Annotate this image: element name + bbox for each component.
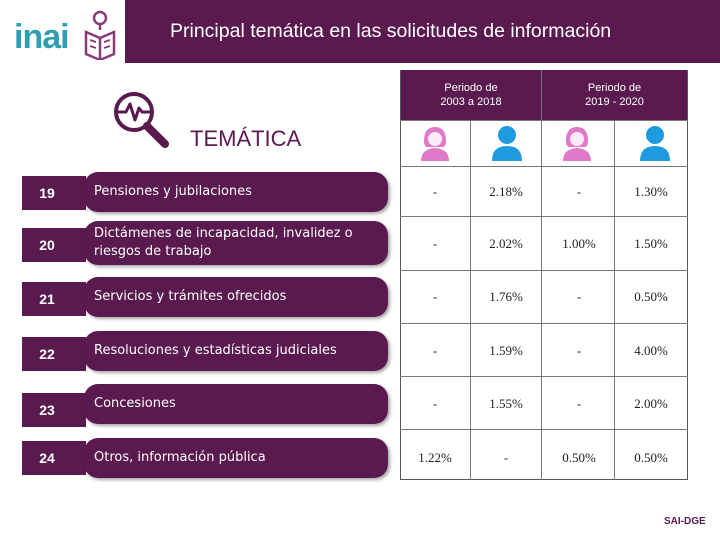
row-divider — [400, 376, 688, 377]
topic-label: Servicios y trámites ofrecidos — [84, 277, 388, 317]
row-divider — [400, 166, 688, 167]
row-number: 22 — [22, 337, 86, 371]
value-cell: - — [576, 343, 582, 358]
row-divider — [400, 429, 688, 430]
logo-text: inai — [14, 18, 70, 56]
value-cell: 2.18% — [489, 184, 523, 199]
value-cell: - — [576, 184, 582, 199]
column-divider — [541, 70, 542, 480]
row-number: 24 — [22, 441, 86, 475]
row-divider — [400, 120, 688, 121]
value-cell: - — [432, 184, 438, 199]
row-divider — [400, 270, 688, 271]
value-cell: 1.55% — [489, 396, 523, 411]
search-pulse-icon — [114, 92, 169, 148]
value-cell: 0.50% — [562, 450, 596, 465]
value-cell: - — [576, 396, 582, 411]
male-user-icon — [492, 126, 522, 161]
value-cell: - — [432, 236, 438, 251]
value-cell: 1.30% — [634, 184, 668, 199]
row-divider — [400, 216, 688, 217]
topic-label: Resoluciones y estadísticas judiciales — [84, 331, 388, 371]
column-divider — [470, 120, 471, 480]
value-cell: 1.76% — [489, 289, 523, 304]
female-user-icon — [421, 127, 449, 161]
value-cell: - — [503, 450, 509, 465]
value-cell: 1.50% — [634, 236, 668, 251]
period-header-2003-2018: Periodo de 2003 a 2018 — [401, 70, 541, 120]
value-cell: 4.00% — [634, 343, 668, 358]
value-cell: 1.00% — [562, 236, 596, 251]
value-cell: 2.02% — [489, 236, 523, 251]
column-divider — [614, 120, 615, 480]
page-title: Principal temática en las solicitudes de… — [170, 20, 612, 42]
value-cell: 2.00% — [634, 396, 668, 411]
row-number: 21 — [22, 282, 86, 316]
header-band — [125, 0, 720, 63]
row-number: 23 — [22, 393, 86, 427]
topic-label: Concesiones — [84, 384, 388, 424]
row-divider — [400, 323, 688, 324]
value-cell: 0.50% — [634, 289, 668, 304]
data-table — [400, 70, 688, 480]
value-cell: - — [432, 343, 438, 358]
value-cell: - — [576, 289, 582, 304]
value-cell: - — [432, 396, 438, 411]
topic-label: Pensiones y jubilaciones — [84, 172, 388, 212]
value-cell: 0.50% — [634, 450, 668, 465]
row-number: 19 — [22, 176, 86, 210]
topic-label: Otros, información pública — [84, 438, 388, 478]
inai-logo: inai — [10, 8, 122, 60]
value-cell: 1.22% — [418, 450, 452, 465]
logo-emblem-icon — [84, 10, 116, 60]
female-user-icon — [563, 127, 591, 161]
section-label: TEMÁTICA — [190, 126, 302, 151]
value-cell: 1.59% — [489, 343, 523, 358]
footer-source: SAI-DGE — [664, 516, 706, 527]
value-cell: - — [432, 289, 438, 304]
male-user-icon — [640, 126, 670, 161]
row-number: 20 — [22, 228, 86, 262]
period-header-2019-2020: Periodo de 2019 - 2020 — [542, 70, 687, 120]
topic-label: Dictámenes de incapacidad, invalidez o r… — [84, 221, 388, 265]
